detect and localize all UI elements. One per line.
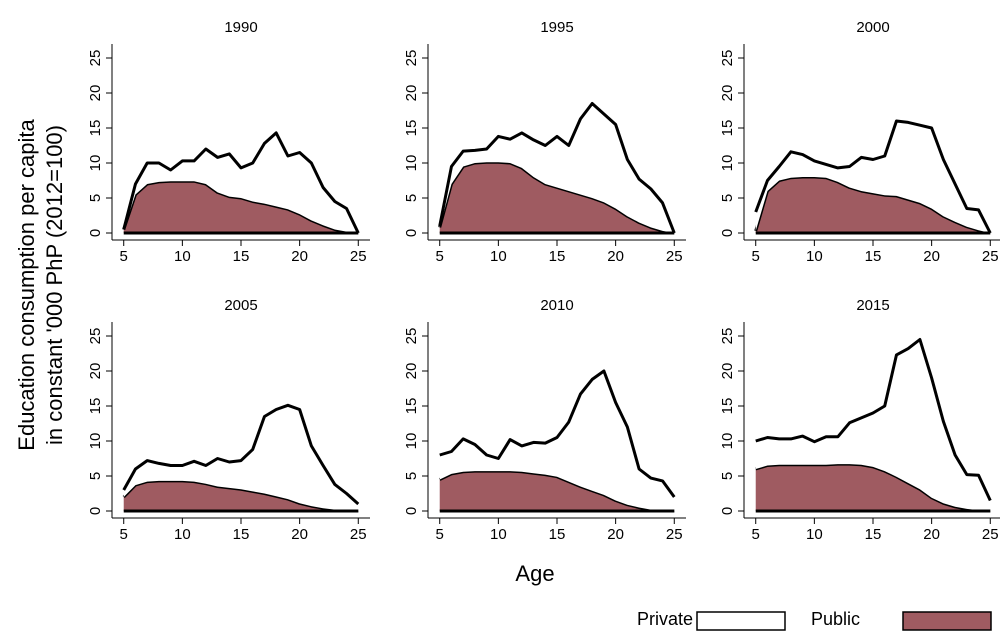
area (439, 162, 675, 233)
x-tick-label: 15 (549, 248, 566, 265)
x-tick-label: 5 (120, 248, 128, 265)
area-line (439, 369, 676, 498)
area (123, 181, 359, 233)
x-tick-label: 15 (233, 526, 250, 543)
area (755, 177, 991, 233)
area (439, 371, 675, 511)
y-tick-label: 0 (403, 507, 420, 515)
y-tick-label: 20 (87, 363, 104, 380)
area (123, 132, 359, 233)
y-tick-label: 10 (403, 155, 420, 172)
y-tick-label: 5 (87, 472, 104, 480)
y-tick-label: 25 (403, 50, 420, 67)
y-tick-label: 20 (719, 363, 736, 380)
x-tick-label: 10 (490, 248, 507, 265)
x-tick-label: 15 (233, 248, 250, 265)
y-tick-label: 15 (719, 120, 736, 137)
x-tick-label: 15 (865, 526, 882, 543)
x-tick-label: 20 (291, 526, 308, 543)
y-tick-label: 0 (719, 229, 736, 237)
x-tick-label: 25 (982, 248, 999, 265)
x-tick-label: 10 (174, 248, 191, 265)
x-tick-label: 15 (865, 248, 882, 265)
area (123, 405, 359, 511)
y-tick-label: 20 (87, 85, 104, 102)
x-tick-label: 20 (607, 248, 624, 265)
panel-title: 1990 (224, 19, 257, 36)
x-tick-label: 15 (549, 526, 566, 543)
x-tick-label: 5 (120, 526, 128, 543)
y-tick-label: 25 (87, 328, 104, 345)
area-line (755, 338, 992, 502)
x-tick-label: 5 (752, 248, 760, 265)
x-tick-label: 10 (806, 248, 823, 265)
panel-title: 2015 (856, 297, 889, 314)
y-tick-label: 15 (87, 398, 104, 415)
y-tick-label: 10 (719, 433, 736, 450)
panel-title: 2010 (540, 297, 573, 314)
y-tick-label: 10 (87, 433, 104, 450)
x-axis-label: Age (515, 561, 554, 586)
y-tick-label: 10 (719, 155, 736, 172)
area-line (122, 131, 360, 234)
y-tick-label: 15 (403, 398, 420, 415)
y-tick-label: 5 (719, 194, 736, 202)
x-tick-label: 5 (436, 248, 444, 265)
panel-title: 2005 (224, 297, 257, 314)
y-tick-label: 10 (87, 155, 104, 172)
x-tick-label: 25 (666, 248, 683, 265)
x-tick-label: 20 (923, 248, 940, 265)
area-line (122, 403, 360, 506)
x-tick-label: 20 (291, 248, 308, 265)
y-tick-label: 0 (87, 507, 104, 515)
y-tick-label: 5 (87, 194, 104, 202)
y-tick-label: 0 (719, 507, 736, 515)
panel-title: 1995 (540, 19, 573, 36)
y-tick-label: 20 (719, 85, 736, 102)
y-tick-label: 25 (87, 50, 104, 67)
x-tick-label: 20 (607, 526, 624, 543)
legend-label: Private (637, 609, 693, 629)
x-tick-label: 10 (806, 526, 823, 543)
y-tick-label: 5 (403, 194, 420, 202)
x-tick-label: 10 (490, 526, 507, 543)
area (439, 103, 675, 233)
x-tick-label: 5 (436, 526, 444, 543)
panel-title: 2000 (856, 19, 889, 36)
y-tick-label: 15 (719, 398, 736, 415)
y-tick-label: 10 (403, 433, 420, 450)
x-tick-label: 25 (350, 248, 367, 265)
x-tick-label: 20 (923, 526, 940, 543)
area-line (754, 119, 992, 234)
x-tick-label: 5 (752, 526, 760, 543)
y-tick-label: 0 (403, 229, 420, 237)
legend-swatch (902, 611, 992, 631)
y-tick-label: 5 (403, 472, 420, 480)
y-tick-label: 20 (403, 85, 420, 102)
y-tick-label: 15 (403, 120, 420, 137)
legend-swatch (696, 611, 786, 631)
y-tick-label: 5 (719, 472, 736, 480)
y-tick-label: 20 (403, 363, 420, 380)
x-tick-label: 25 (982, 526, 999, 543)
y-tick-label: 15 (87, 120, 104, 137)
area (755, 121, 991, 233)
y-tick-label: 25 (719, 50, 736, 67)
x-tick-label: 25 (666, 526, 683, 543)
y-axis-label: Education consumption per capita (14, 119, 39, 451)
y-tick-label: 25 (403, 328, 420, 345)
legend-label: Public (811, 609, 860, 629)
y-axis-label: in constant '000 PhP (2012=100) (42, 125, 67, 445)
y-tick-label: 25 (719, 328, 736, 345)
x-tick-label: 25 (350, 526, 367, 543)
area-line (438, 102, 676, 234)
x-tick-label: 10 (174, 526, 191, 543)
y-tick-label: 0 (87, 229, 104, 237)
